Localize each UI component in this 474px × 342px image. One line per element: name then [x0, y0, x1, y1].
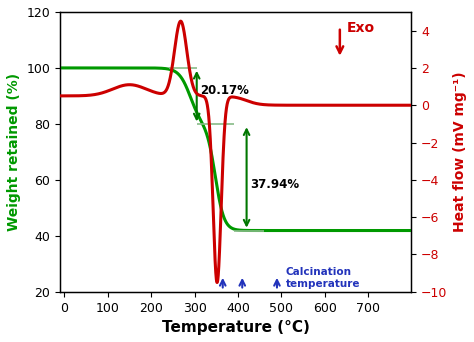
- Text: 37.94%: 37.94%: [250, 178, 299, 191]
- Text: Exo: Exo: [346, 21, 374, 35]
- Text: 20.17%: 20.17%: [200, 84, 249, 97]
- Y-axis label: Weight retained (%): Weight retained (%): [7, 73, 21, 231]
- X-axis label: Temperature (°C): Temperature (°C): [162, 320, 310, 335]
- Text: Calcination
temperature: Calcination temperature: [286, 267, 360, 289]
- Y-axis label: Heat flow (mV mg⁻¹): Heat flow (mV mg⁻¹): [453, 71, 467, 232]
